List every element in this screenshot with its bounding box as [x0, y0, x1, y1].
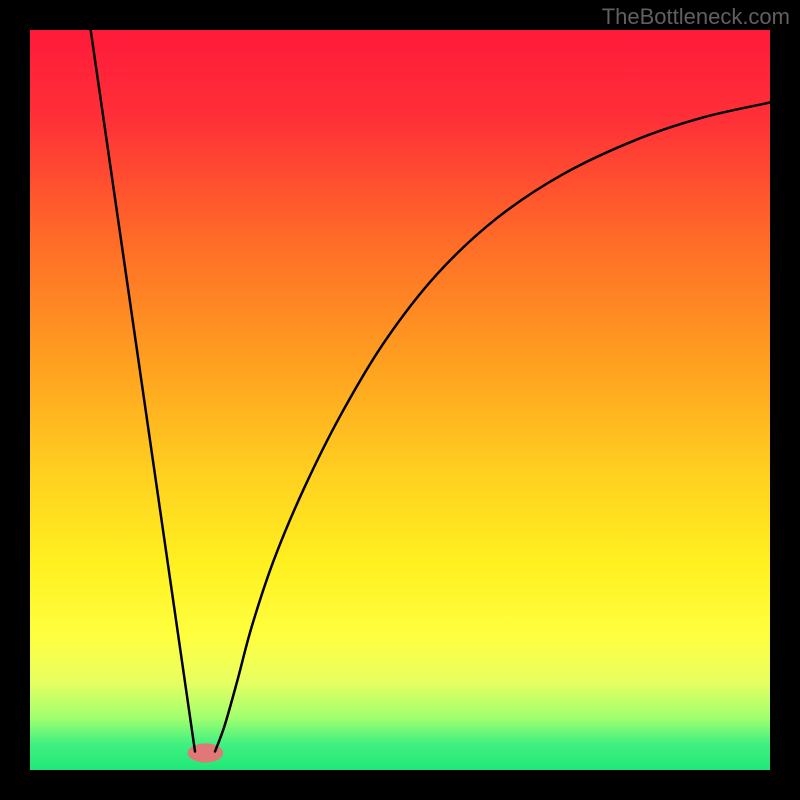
watermark-text: TheBottleneck.com: [602, 4, 790, 30]
bottleneck-chart: [0, 0, 800, 800]
chart-container: TheBottleneck.com: [0, 0, 800, 800]
chart-background: [30, 30, 770, 770]
